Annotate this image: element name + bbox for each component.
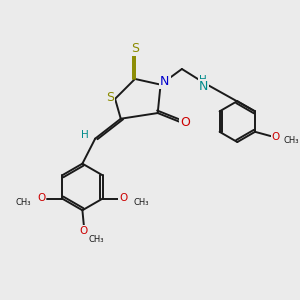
Text: S: S bbox=[131, 42, 139, 55]
Text: CH₃: CH₃ bbox=[89, 235, 104, 244]
Text: CH₃: CH₃ bbox=[134, 197, 149, 206]
Text: O: O bbox=[180, 116, 190, 130]
Text: O: O bbox=[119, 193, 128, 203]
Text: H: H bbox=[81, 130, 89, 140]
Text: N: N bbox=[160, 75, 170, 88]
Text: H: H bbox=[199, 75, 207, 85]
Text: O: O bbox=[80, 226, 88, 236]
Text: CH₃: CH₃ bbox=[15, 197, 31, 206]
Text: N: N bbox=[199, 80, 208, 92]
Text: CH₃: CH₃ bbox=[284, 136, 299, 145]
Text: O: O bbox=[272, 132, 280, 142]
Text: O: O bbox=[37, 193, 46, 203]
Text: S: S bbox=[106, 91, 114, 104]
